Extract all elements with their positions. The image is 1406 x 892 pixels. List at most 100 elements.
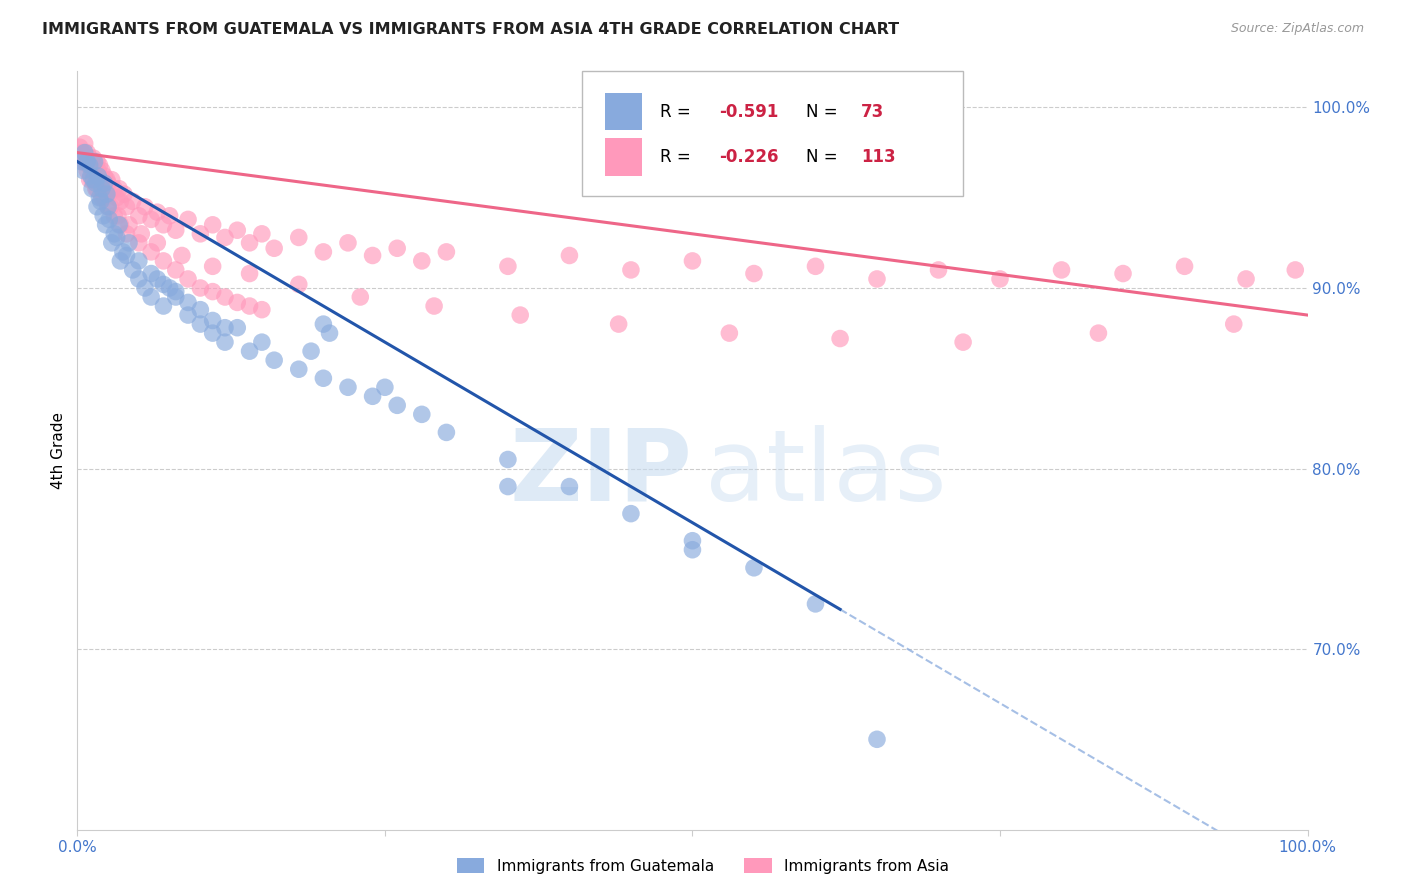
Point [128,253,150,268]
Point [318,326,340,340]
Point [250,227,273,241]
Point [866,272,889,286]
Point [79,151,101,165]
Point [73,145,96,160]
Point [423,299,446,313]
Point [141,267,163,281]
Point [1112,267,1135,281]
Point [141,244,163,259]
Point [108,182,131,196]
Point [73,136,96,151]
Point [83,158,105,172]
Point [374,380,396,394]
Point [312,317,335,331]
Point [496,479,519,493]
Point [214,320,236,334]
Point [98,212,121,227]
Point [988,272,1011,286]
Point [188,281,212,295]
FancyBboxPatch shape [582,71,963,196]
Point [141,212,163,227]
Point [91,176,114,190]
Point [93,176,115,190]
Text: ZIP: ZIP [509,425,693,522]
Point [718,326,741,340]
Point [742,561,765,575]
Y-axis label: 4th Grade: 4th Grade [51,412,66,489]
Point [128,235,150,250]
Point [1234,272,1257,286]
Point [226,295,249,310]
Point [201,326,224,340]
Point [141,290,163,304]
Point [620,263,643,277]
Point [98,187,121,202]
Legend: Immigrants from Guatemala, Immigrants from Asia: Immigrants from Guatemala, Immigrants fr… [451,852,955,880]
Point [214,335,236,350]
Point [69,140,91,154]
Point [742,267,765,281]
Point [79,158,101,172]
Point [165,285,187,299]
Point [93,191,115,205]
Point [86,200,108,214]
Point [134,200,156,214]
Point [558,248,581,262]
Point [866,732,889,747]
Point [97,200,120,214]
Point [118,218,141,232]
Point [250,335,273,350]
Point [72,151,94,165]
Point [91,209,114,223]
Point [86,154,108,169]
Text: -0.226: -0.226 [720,148,779,166]
Point [82,151,104,165]
Point [90,163,114,178]
Text: 73: 73 [860,103,884,120]
Point [86,182,108,196]
Point [165,290,187,304]
Point [103,182,125,196]
Point [87,169,110,183]
Point [90,172,112,186]
Point [177,295,200,310]
Point [89,158,111,172]
Point [90,182,114,196]
Point [263,241,285,255]
Point [90,191,114,205]
Point [115,248,138,262]
Text: atlas: atlas [704,425,946,522]
Point [830,332,852,346]
Point [96,172,118,186]
Point [263,353,285,368]
Point [558,479,581,493]
Point [84,176,107,190]
Point [128,272,150,286]
Point [509,308,531,322]
Point [620,507,643,521]
Point [128,209,150,223]
Point [188,317,212,331]
Point [337,235,360,250]
Point [312,371,335,385]
Point [239,299,262,313]
Point [103,209,125,223]
Point [146,235,169,250]
Point [239,344,262,359]
Point [349,290,371,304]
Point [152,277,174,292]
Point [77,158,100,172]
Point [411,253,433,268]
Point [101,172,124,186]
Point [496,260,519,274]
Point [385,241,409,255]
Point [250,302,273,317]
Point [214,230,236,244]
Point [188,302,212,317]
Point [82,182,104,196]
Point [110,253,132,268]
Point [165,263,187,277]
Point [129,227,153,241]
Point [96,187,118,202]
Point [111,244,134,259]
